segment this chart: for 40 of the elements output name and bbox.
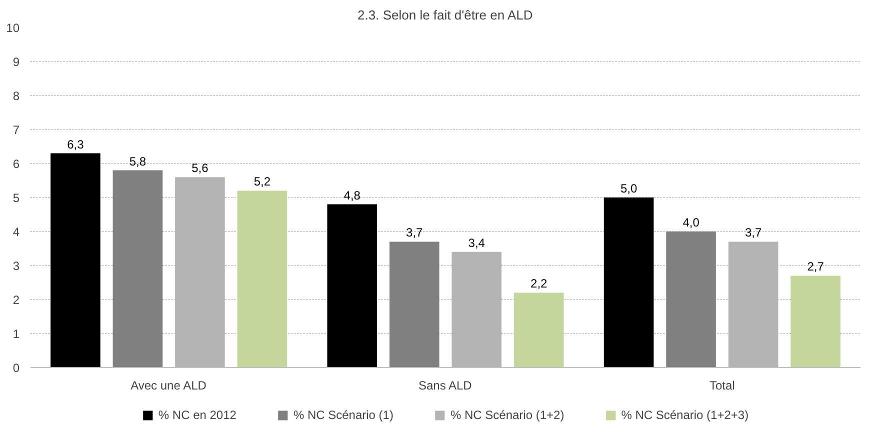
x-tick-label: Avec une ALD bbox=[130, 378, 207, 392]
data-label: 3,7 bbox=[406, 226, 424, 240]
data-label: 4,8 bbox=[344, 188, 361, 202]
y-tick-label: 3 bbox=[12, 259, 20, 273]
y-tick-label: 0 bbox=[12, 361, 20, 375]
data-label: 2,7 bbox=[807, 260, 824, 274]
data-label: 6,3 bbox=[67, 137, 84, 152]
bar bbox=[666, 232, 716, 368]
data-label: 4,0 bbox=[682, 216, 700, 230]
y-tick-label: 10 bbox=[6, 21, 20, 35]
y-tick-label: 9 bbox=[12, 55, 20, 69]
x-tick-label: Sans ALD bbox=[418, 378, 472, 392]
bar bbox=[604, 198, 654, 368]
bar bbox=[389, 242, 440, 368]
y-tick-label: 1 bbox=[12, 327, 20, 341]
bar bbox=[112, 170, 163, 368]
bar bbox=[514, 292, 564, 368]
bar bbox=[237, 190, 288, 368]
chart-title: 2.3. Selon le fait d'être en ALD bbox=[358, 8, 533, 22]
legend-label: % NC Scénario (1) bbox=[293, 408, 394, 422]
data-label: 2,2 bbox=[530, 276, 548, 291]
y-tick-label: 4 bbox=[12, 225, 20, 239]
y-tick-label: 7 bbox=[12, 123, 20, 137]
y-tick-label: 2 bbox=[12, 293, 20, 307]
data-label: 3,7 bbox=[744, 226, 762, 240]
bar bbox=[50, 153, 100, 368]
legend-label: % NC Scénario (1+2+3) bbox=[621, 408, 749, 422]
x-tick-label: Total bbox=[709, 378, 735, 392]
bar bbox=[790, 276, 840, 368]
data-label: 3,4 bbox=[468, 236, 486, 250]
legend-label: % NC Scénario (1+2) bbox=[450, 408, 564, 422]
data-label: 5,0 bbox=[620, 182, 638, 196]
data-label: 5,2 bbox=[254, 174, 271, 189]
legend-label: % NC en 2012 bbox=[158, 408, 236, 422]
data-label: 5,6 bbox=[192, 161, 209, 176]
bar bbox=[327, 204, 378, 368]
y-tick-label: 8 bbox=[12, 89, 20, 103]
data-label: 5,8 bbox=[129, 154, 146, 168]
y-tick-label: 5 bbox=[12, 191, 20, 205]
y-tick-label: 6 bbox=[12, 157, 20, 171]
